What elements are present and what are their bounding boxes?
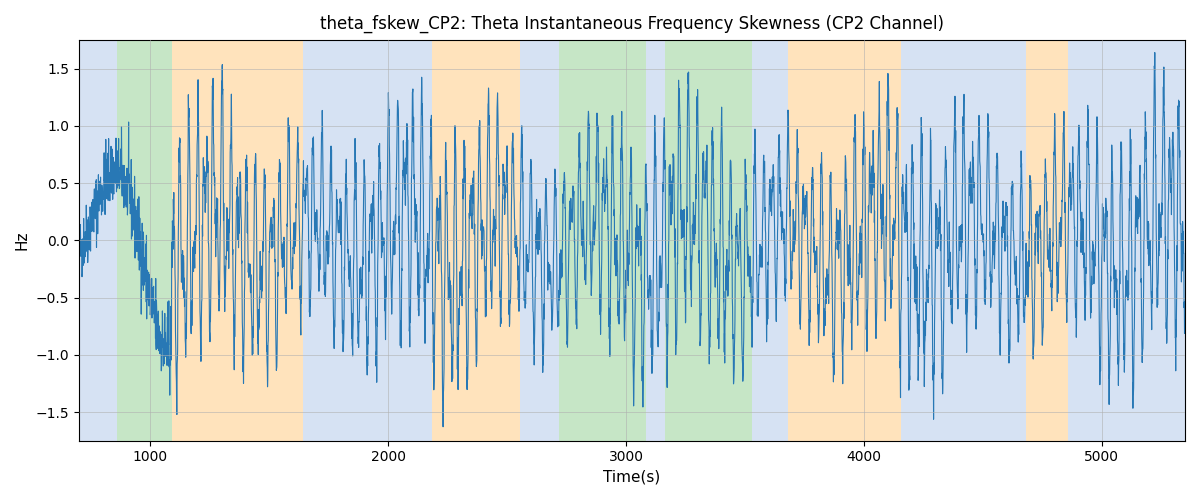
Bar — [116, 40, 172, 440]
Bar — [1026, 40, 1068, 440]
Bar — [432, 40, 520, 440]
Bar — [79, 40, 116, 440]
Y-axis label: Hz: Hz — [14, 230, 30, 250]
Bar — [559, 40, 647, 440]
Bar — [647, 40, 665, 440]
Bar — [752, 40, 787, 440]
Bar — [787, 40, 901, 440]
Bar — [665, 40, 752, 440]
Bar — [520, 40, 559, 440]
Bar — [172, 40, 302, 440]
Title: theta_fskew_CP2: Theta Instantaneous Frequency Skewness (CP2 Channel): theta_fskew_CP2: Theta Instantaneous Fre… — [320, 15, 944, 34]
Bar — [1068, 40, 1186, 440]
Bar — [901, 40, 1026, 440]
Bar — [302, 40, 432, 440]
X-axis label: Time(s): Time(s) — [604, 470, 660, 485]
